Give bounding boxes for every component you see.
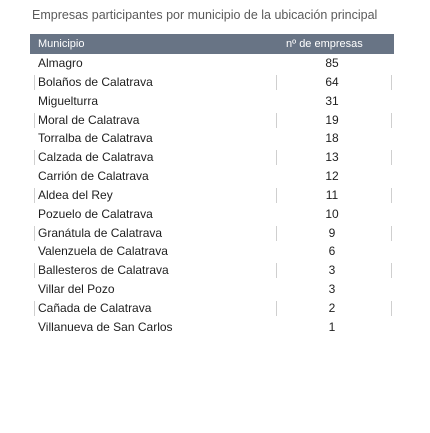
column-divider xyxy=(34,169,35,185)
table-body: Almagro 85 Bolaños de Calatrava 64 Migueltur… xyxy=(30,54,394,337)
cell-municipio: Ballesteros de Calatrava xyxy=(38,263,169,278)
column-divider xyxy=(391,244,392,260)
column-divider xyxy=(391,169,392,185)
table-row: Aldea del Rey 11 xyxy=(30,186,394,205)
cell-count: 2 xyxy=(328,300,336,315)
cell-municipio: Aldea del Rey xyxy=(38,187,113,202)
column-header-count[interactable]: nº de empresas xyxy=(286,38,363,50)
column-divider xyxy=(276,131,277,147)
cell-count: 3 xyxy=(328,263,336,278)
cell-municipio: Villar del Pozo xyxy=(38,282,115,297)
column-divider xyxy=(276,225,277,241)
column-divider xyxy=(391,187,392,203)
cell-count: 64 xyxy=(325,74,339,89)
column-divider xyxy=(391,131,392,147)
cell-count: 12 xyxy=(325,169,339,184)
column-divider xyxy=(276,93,277,109)
column-divider xyxy=(34,56,35,71)
table-row: Torralba de Calatrava 18 xyxy=(30,129,394,148)
table-row: Bolaños de Calatrava 64 xyxy=(30,73,394,92)
cell-municipio: Torralba de Calatrava xyxy=(38,131,153,146)
column-divider xyxy=(34,282,35,298)
table-row: Cañada de Calatrava 2 xyxy=(30,299,394,318)
column-divider xyxy=(276,206,277,222)
column-divider xyxy=(391,225,392,241)
column-divider xyxy=(391,300,392,316)
cell-municipio: Carrión de Calatrava xyxy=(38,169,149,184)
cell-municipio: Miguelturra xyxy=(38,93,99,108)
table-row: Granátula de Calatrava 9 xyxy=(30,224,394,243)
column-divider xyxy=(34,131,35,147)
column-divider xyxy=(276,112,277,128)
cell-count: 11 xyxy=(325,187,339,202)
column-divider xyxy=(276,263,277,279)
cell-count: 10 xyxy=(325,206,339,221)
column-divider xyxy=(34,300,35,316)
cell-municipio: Villanueva de San Carlos xyxy=(38,319,173,334)
cell-municipio: Pozuelo de Calatrava xyxy=(38,206,153,221)
table-row: Villar del Pozo 3 xyxy=(30,280,394,299)
cell-count: 85 xyxy=(325,56,339,70)
column-divider xyxy=(391,56,392,71)
cell-count: 19 xyxy=(325,112,339,127)
column-divider xyxy=(276,300,277,316)
cell-municipio: Valenzuela de Calatrava xyxy=(38,244,168,259)
column-divider xyxy=(391,319,392,335)
table-row: Miguelturra 31 xyxy=(30,92,394,111)
column-divider xyxy=(276,74,277,90)
cell-count: 31 xyxy=(325,93,339,108)
column-divider xyxy=(276,150,277,166)
table-row: Villanueva de San Carlos 1 xyxy=(30,318,394,337)
column-divider xyxy=(34,93,35,109)
column-divider xyxy=(391,112,392,128)
cell-count: 1 xyxy=(328,319,336,334)
column-divider xyxy=(391,150,392,166)
cell-municipio: Bolaños de Calatrava xyxy=(38,74,153,89)
column-divider xyxy=(276,187,277,203)
cell-count: 3 xyxy=(328,282,336,297)
table-row: Carrión de Calatrava 12 xyxy=(30,167,394,186)
column-divider xyxy=(276,169,277,185)
column-divider xyxy=(34,74,35,90)
table-row: Ballesteros de Calatrava 3 xyxy=(30,261,394,280)
column-divider xyxy=(34,263,35,279)
cell-municipio: Almagro xyxy=(38,56,83,70)
column-divider xyxy=(391,206,392,222)
table-row: Valenzuela de Calatrava 6 xyxy=(30,242,394,261)
column-divider xyxy=(391,263,392,279)
column-divider xyxy=(276,319,277,335)
table-row: Calzada de Calatrava 13 xyxy=(30,148,394,167)
table-row: Moral de Calatrava 19 xyxy=(30,111,394,130)
column-divider xyxy=(391,74,392,90)
column-divider xyxy=(276,282,277,298)
column-divider xyxy=(34,319,35,335)
column-divider xyxy=(34,244,35,260)
cell-count: 9 xyxy=(328,225,336,240)
table-row: Pozuelo de Calatrava 10 xyxy=(30,205,394,224)
cell-count: 13 xyxy=(325,150,339,165)
cell-count: 18 xyxy=(325,131,339,146)
column-header-municipio[interactable]: Municipio xyxy=(38,38,85,50)
column-divider xyxy=(34,112,35,128)
cell-municipio: Cañada de Calatrava xyxy=(38,300,152,315)
cell-municipio: Granátula de Calatrava xyxy=(38,225,163,240)
cell-municipio: Calzada de Calatrava xyxy=(38,150,154,165)
column-divider xyxy=(391,93,392,109)
column-divider xyxy=(276,244,277,260)
column-divider xyxy=(34,150,35,166)
column-divider xyxy=(34,225,35,241)
table-header: Municipio nº de empresas xyxy=(30,34,394,54)
column-divider xyxy=(34,187,35,203)
column-divider xyxy=(34,206,35,222)
table-row: Almagro 85 xyxy=(30,54,394,73)
cell-municipio: Moral de Calatrava xyxy=(38,112,140,127)
data-table: Municipio nº de empresas Almagro 85 Bolaño… xyxy=(30,34,394,337)
column-divider xyxy=(391,282,392,298)
column-divider xyxy=(276,56,277,71)
table-caption: Empresas participantes por municipio de … xyxy=(32,8,378,22)
cell-count: 6 xyxy=(328,244,336,259)
